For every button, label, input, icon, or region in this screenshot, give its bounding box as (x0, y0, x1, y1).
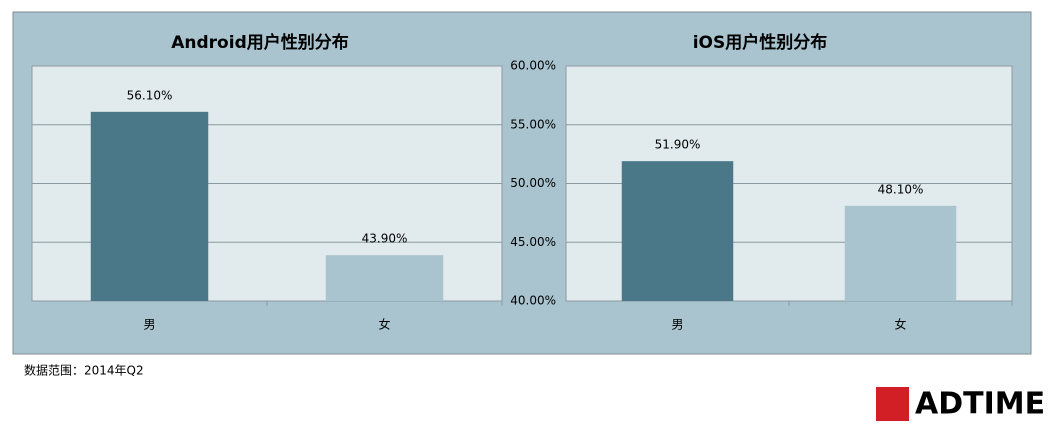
bar (90, 111, 209, 301)
value-label: 43.90% (362, 232, 408, 246)
bar (621, 161, 734, 301)
x-tick-label: 女 (378, 317, 390, 332)
y-tick-label: 50.00% (510, 176, 556, 190)
logo-icon (876, 387, 909, 421)
bar (844, 205, 957, 301)
bar (325, 255, 444, 301)
value-label: 56.10% (127, 88, 173, 102)
value-label: 51.90% (655, 138, 701, 152)
x-tick-label: 男 (671, 318, 683, 332)
value-label: 48.10% (878, 182, 924, 196)
y-tick-label: 55.00% (510, 117, 556, 131)
x-tick-label: 男 (143, 318, 155, 332)
chart-title: iOS用户性别分布 (693, 32, 828, 53)
y-tick-label: 60.00% (510, 59, 556, 73)
y-tick-label: 45.00% (510, 235, 556, 249)
chart-title: Android用户性别分布 (171, 32, 349, 53)
source-note: 数据范围：2014年Q2 (24, 363, 144, 378)
logo: ADTIME (915, 387, 1045, 422)
y-tick-label: 40.00% (510, 294, 556, 308)
x-tick-label: 女 (894, 317, 906, 332)
